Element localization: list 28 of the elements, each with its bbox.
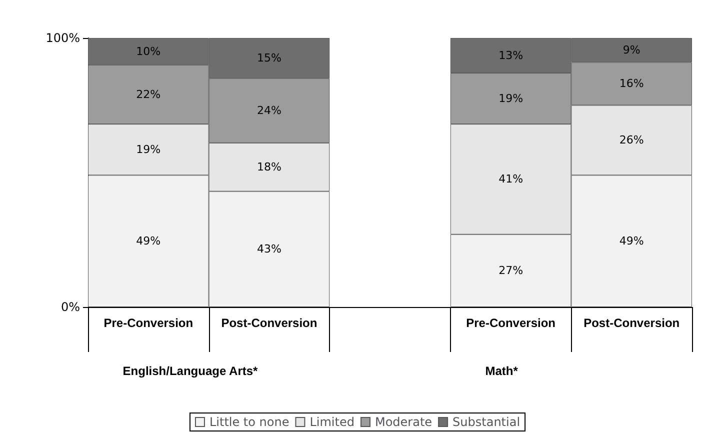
- x-tick-label: Pre-Conversion: [104, 316, 194, 330]
- legend-label: Little to none: [209, 415, 290, 429]
- legend-label: Substantial: [452, 415, 520, 429]
- data-label: 27%: [498, 264, 524, 278]
- y-tick-label: 100%: [46, 31, 80, 45]
- data-label: 13%: [498, 48, 524, 62]
- data-label: 22%: [136, 88, 161, 101]
- data-label: 16%: [619, 77, 644, 90]
- legend-label: Moderate: [374, 415, 432, 429]
- x-tick-label: Post-Conversion: [584, 316, 680, 330]
- data-label: 18%: [256, 160, 282, 174]
- x-tick-label: Pre-Conversion: [466, 316, 556, 330]
- y-tick-label: 0%: [60, 300, 80, 314]
- data-label: 49%: [136, 234, 161, 248]
- data-label: 9%: [622, 44, 640, 57]
- data-label: 41%: [498, 172, 524, 186]
- data-label: 10%: [136, 44, 161, 58]
- text: English/Language Arts*: [122, 364, 258, 378]
- data-label: 15%: [256, 52, 282, 65]
- data-label: 19%: [136, 143, 161, 156]
- text: Math*: [485, 364, 518, 378]
- x-tick-label: Post-Conversion: [221, 316, 318, 330]
- data-label: 26%: [619, 134, 644, 147]
- data-label: 49%: [619, 234, 644, 248]
- data-label: 43%: [256, 242, 282, 256]
- data-label: 19%: [498, 92, 524, 106]
- data-label: 24%: [256, 104, 282, 118]
- legend-label: Limited: [310, 415, 354, 429]
